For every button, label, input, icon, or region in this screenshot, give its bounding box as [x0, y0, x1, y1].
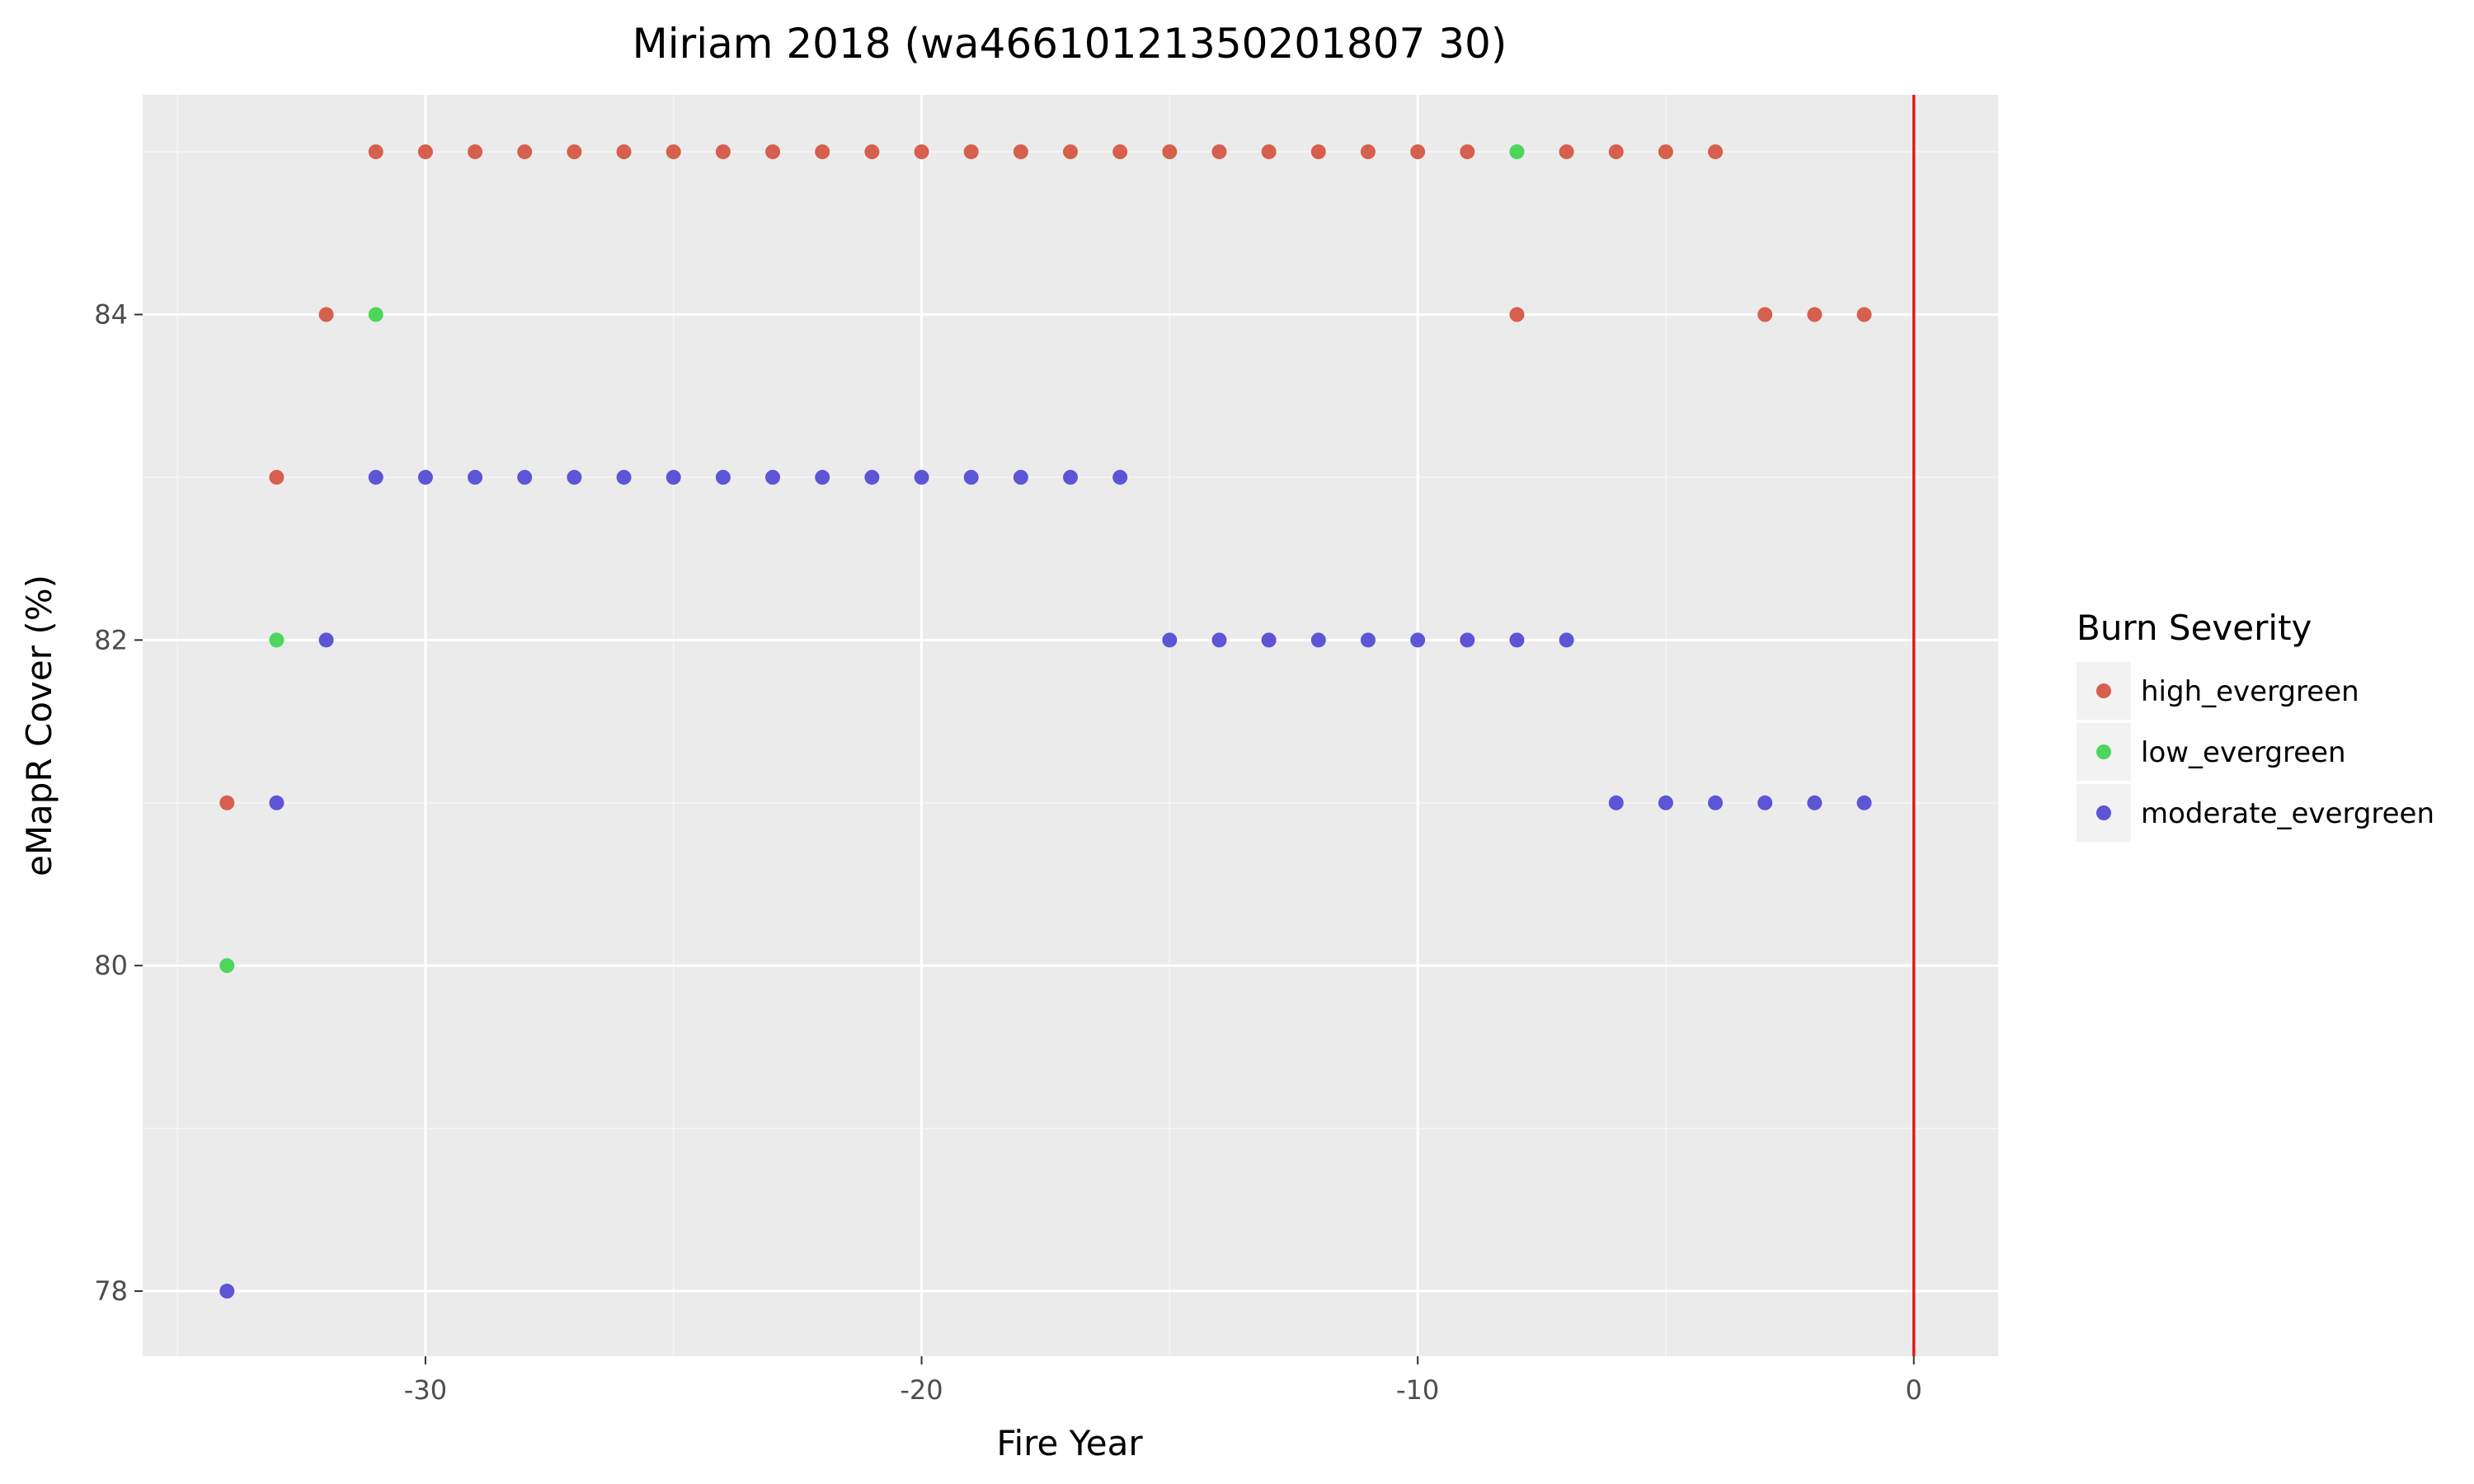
- point-moderate_evergreen: [1261, 632, 1277, 648]
- point-high_evergreen: [1410, 144, 1426, 160]
- point-high_evergreen: [1807, 307, 1823, 322]
- legend-key-low_evergreen: [2096, 744, 2111, 759]
- point-moderate_evergreen: [1807, 795, 1823, 810]
- point-high_evergreen: [1658, 144, 1673, 160]
- point-moderate_evergreen: [1112, 469, 1128, 485]
- point-moderate_evergreen: [517, 469, 533, 485]
- point-moderate_evergreen: [1162, 632, 1178, 648]
- point-low_evergreen: [269, 632, 285, 648]
- point-high_evergreen: [1261, 144, 1277, 160]
- point-moderate_evergreen: [468, 469, 483, 485]
- y-axis-ticks: 78 80 82 84: [94, 299, 143, 1307]
- legend-title: Burn Severity: [2077, 608, 2312, 648]
- point-moderate_evergreen: [616, 469, 632, 485]
- point-moderate_evergreen: [1211, 632, 1227, 648]
- point-high_evergreen: [1063, 144, 1078, 160]
- y-tick-label: 84: [94, 299, 128, 331]
- point-moderate_evergreen: [715, 469, 731, 485]
- point-moderate_evergreen: [914, 469, 929, 485]
- point-high_evergreen: [1757, 307, 1773, 322]
- point-high_evergreen: [417, 144, 433, 160]
- point-high_evergreen: [864, 144, 880, 160]
- point-moderate_evergreen: [1460, 632, 1475, 648]
- x-tick-label: 0: [1906, 1374, 1922, 1406]
- point-high_evergreen: [1708, 144, 1724, 160]
- y-tick-label: 80: [94, 950, 128, 981]
- point-moderate_evergreen: [864, 469, 880, 485]
- point-high_evergreen: [219, 795, 235, 810]
- point-low_evergreen: [368, 307, 383, 322]
- point-moderate_evergreen: [1708, 795, 1724, 810]
- legend-label-low_evergreen: low_evergreen: [2141, 736, 2346, 769]
- legend-key-high_evergreen: [2096, 683, 2111, 698]
- point-moderate_evergreen: [1310, 632, 1326, 648]
- point-high_evergreen: [914, 144, 929, 160]
- point-moderate_evergreen: [963, 469, 979, 485]
- point-moderate_evergreen: [666, 469, 681, 485]
- x-axis-ticks: -30 -20 -10 0: [404, 1356, 1922, 1406]
- point-moderate_evergreen: [417, 469, 433, 485]
- point-high_evergreen: [1211, 144, 1227, 160]
- point-moderate_evergreen: [1410, 632, 1426, 648]
- point-moderate_evergreen: [1757, 795, 1773, 810]
- chart-title: Miriam 2018 (wa46610121350201807 30): [633, 20, 1507, 68]
- point-high_evergreen: [1509, 307, 1525, 322]
- y-tick-label: 82: [94, 624, 128, 655]
- point-high_evergreen: [666, 144, 681, 160]
- point-low_evergreen: [1509, 144, 1525, 160]
- point-moderate_evergreen: [1509, 632, 1525, 648]
- point-moderate_evergreen: [815, 469, 830, 485]
- point-moderate_evergreen: [1856, 795, 1872, 810]
- point-moderate_evergreen: [318, 632, 334, 648]
- point-moderate_evergreen: [1360, 632, 1376, 648]
- point-low_evergreen: [219, 958, 235, 974]
- point-high_evergreen: [1310, 144, 1326, 160]
- point-high_evergreen: [1360, 144, 1376, 160]
- point-high_evergreen: [318, 307, 334, 322]
- point-high_evergreen: [963, 144, 979, 160]
- point-moderate_evergreen: [567, 469, 582, 485]
- point-high_evergreen: [1013, 144, 1028, 160]
- point-high_evergreen: [368, 144, 383, 160]
- plot-panel: [143, 95, 1998, 1356]
- point-moderate_evergreen: [269, 795, 285, 810]
- point-moderate_evergreen: [1013, 469, 1028, 485]
- y-axis-title: eMapR Cover (%): [19, 575, 59, 876]
- x-axis-title: Fire Year: [996, 1423, 1143, 1463]
- point-high_evergreen: [468, 144, 483, 160]
- point-moderate_evergreen: [219, 1284, 235, 1299]
- point-high_evergreen: [1608, 144, 1624, 160]
- point-high_evergreen: [1162, 144, 1178, 160]
- legend-label-moderate_evergreen: moderate_evergreen: [2141, 797, 2434, 830]
- x-tick-label: -30: [404, 1374, 447, 1406]
- x-tick-label: -20: [900, 1374, 943, 1406]
- legend-label-high_evergreen: high_evergreen: [2141, 675, 2359, 708]
- legend: Burn Severity high_evergreen low_evergree…: [2077, 608, 2434, 842]
- point-moderate_evergreen: [1608, 795, 1624, 810]
- point-high_evergreen: [1559, 144, 1574, 160]
- point-moderate_evergreen: [1063, 469, 1078, 485]
- point-moderate_evergreen: [368, 469, 383, 485]
- point-high_evergreen: [765, 144, 781, 160]
- point-high_evergreen: [1460, 144, 1475, 160]
- point-moderate_evergreen: [765, 469, 781, 485]
- point-moderate_evergreen: [1559, 632, 1574, 648]
- point-high_evergreen: [1112, 144, 1128, 160]
- y-tick-label: 78: [94, 1275, 128, 1307]
- point-high_evergreen: [715, 144, 731, 160]
- point-high_evergreen: [616, 144, 632, 160]
- point-high_evergreen: [815, 144, 830, 160]
- legend-items: high_evergreen low_evergreen moderate_ever…: [2077, 662, 2434, 842]
- point-high_evergreen: [567, 144, 582, 160]
- point-high_evergreen: [517, 144, 533, 160]
- data-points: [219, 144, 1872, 1299]
- legend-key-moderate_evergreen: [2096, 805, 2111, 820]
- x-tick-label: -10: [1396, 1374, 1439, 1406]
- point-high_evergreen: [1856, 307, 1872, 322]
- point-moderate_evergreen: [1658, 795, 1673, 810]
- point-high_evergreen: [269, 469, 285, 485]
